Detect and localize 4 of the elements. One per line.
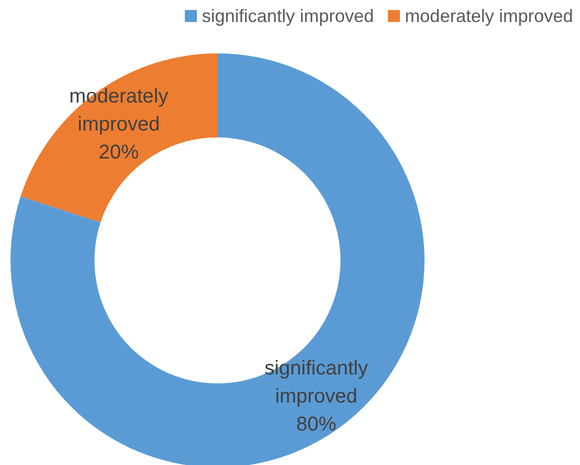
legend-label: significantly improved xyxy=(202,6,374,26)
data-label: 20% xyxy=(98,141,139,164)
legend-label: moderately improved xyxy=(404,6,574,26)
data-label: 80% xyxy=(296,413,336,436)
